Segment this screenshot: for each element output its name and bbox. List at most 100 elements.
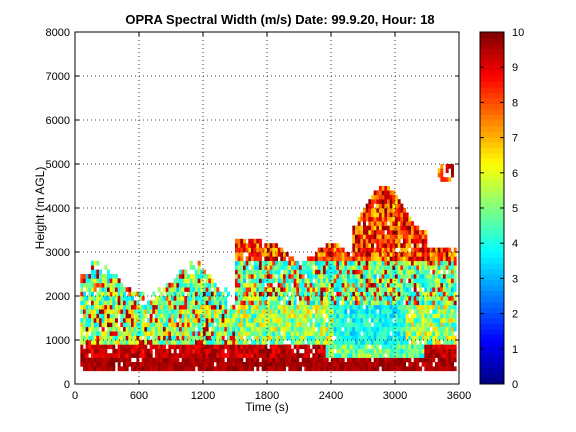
heatmap-cell <box>243 296 246 301</box>
heatmap-cell <box>101 291 105 297</box>
heatmap-cell <box>392 199 396 204</box>
heatmap-cell <box>376 265 380 270</box>
heatmap-cell <box>344 296 348 301</box>
heatmap-cell <box>371 309 374 314</box>
heatmap-cell <box>365 203 369 209</box>
heatmap-cell <box>144 348 148 354</box>
heatmap-cell <box>355 274 358 279</box>
heatmap-cell <box>448 309 452 314</box>
heatmap-cell <box>235 309 238 314</box>
heatmap-cell <box>155 348 158 354</box>
x-tick-label: 3000 <box>383 390 407 402</box>
heatmap-cell <box>277 322 281 328</box>
heatmap-cell <box>309 309 313 314</box>
heatmap-cell <box>125 313 129 319</box>
heatmap-cell <box>379 243 382 248</box>
heatmap-cell <box>267 313 270 319</box>
heatmap-cell <box>413 348 417 354</box>
heatmap-cell <box>112 322 116 328</box>
heatmap-cell <box>387 208 390 213</box>
heatmap-cell <box>368 247 372 253</box>
heatmap-cell <box>453 353 457 358</box>
heatmap-cell <box>304 348 308 354</box>
heatmap-cell <box>296 331 300 336</box>
heatmap-cell <box>115 309 118 314</box>
heatmap-cell <box>211 296 214 301</box>
heatmap-cell <box>443 300 446 306</box>
heatmap-cell <box>451 322 454 328</box>
heatmap-cell <box>379 256 382 262</box>
heatmap-cell <box>317 366 321 372</box>
heatmap-cell <box>259 265 262 270</box>
heatmap-cell <box>243 366 246 372</box>
heatmap-cell <box>109 313 113 319</box>
heatmap-cell <box>184 353 188 358</box>
heatmap-cell <box>443 344 446 350</box>
heatmap-cell <box>283 313 286 319</box>
heatmap-cell <box>264 256 268 262</box>
heatmap-cell <box>355 238 358 244</box>
heatmap-cell <box>91 366 94 372</box>
heatmap-cell <box>296 278 300 284</box>
heatmap-cell <box>413 340 417 345</box>
heatmap-cell <box>355 300 358 306</box>
heatmap-cell <box>325 265 329 270</box>
heatmap-cell <box>371 344 374 350</box>
heatmap-cell <box>405 340 409 345</box>
heatmap-cell <box>115 274 118 279</box>
heatmap-cell <box>411 291 414 297</box>
heatmap-cell <box>259 296 262 301</box>
heatmap-cell <box>315 256 318 262</box>
heatmap-cell <box>429 344 433 350</box>
heatmap-cell <box>432 326 436 332</box>
heatmap-cell <box>203 353 206 358</box>
heatmap-cell <box>275 313 278 319</box>
heatmap-cell <box>323 318 326 323</box>
heatmap-cell <box>355 313 358 319</box>
heatmap-cell <box>99 322 102 328</box>
heatmap-cell <box>123 313 126 319</box>
heatmap-cell <box>336 366 340 372</box>
heatmap-cell <box>165 313 169 319</box>
heatmap-cell <box>320 353 324 358</box>
heatmap-cell <box>144 326 148 332</box>
heatmap-cell <box>371 230 374 235</box>
heatmap-cell <box>229 304 233 310</box>
heatmap-cell <box>224 313 228 319</box>
heatmap-cell <box>424 340 428 345</box>
heatmap-cell <box>440 300 444 306</box>
heatmap-cell <box>189 318 193 323</box>
heatmap-cell <box>256 238 260 244</box>
heatmap-cell <box>395 265 398 270</box>
heatmap-cell <box>333 340 337 345</box>
heatmap-cell <box>395 287 398 292</box>
heatmap-cell <box>221 296 225 301</box>
heatmap-cell <box>301 326 305 332</box>
heatmap-cell <box>99 309 102 314</box>
heatmap-cell <box>360 366 364 372</box>
heatmap-cell <box>291 300 294 306</box>
heatmap-cell <box>112 357 116 363</box>
x-tick-label: 1200 <box>191 390 215 402</box>
heatmap-cell <box>259 282 262 288</box>
heatmap-cell <box>413 247 417 253</box>
heatmap-cell <box>125 304 129 310</box>
heatmap-cell <box>387 366 390 372</box>
heatmap-cell <box>176 366 180 372</box>
heatmap-cell <box>352 318 356 323</box>
heatmap-cell <box>365 300 369 306</box>
heatmap-cell <box>448 278 452 284</box>
heatmap-cell <box>368 216 372 222</box>
heatmap-cell <box>133 366 137 372</box>
heatmap-cell <box>179 278 182 284</box>
heatmap-cell <box>139 326 142 332</box>
heatmap-cell <box>363 309 366 314</box>
heatmap-cell <box>299 309 302 314</box>
heatmap-cell <box>376 357 380 363</box>
heatmap-cell <box>421 269 425 275</box>
heatmap-cell <box>363 353 366 358</box>
heatmap-cell <box>264 357 268 363</box>
heatmap-cell <box>301 331 305 336</box>
heatmap-cell <box>224 331 228 336</box>
heatmap-cell <box>384 348 388 354</box>
